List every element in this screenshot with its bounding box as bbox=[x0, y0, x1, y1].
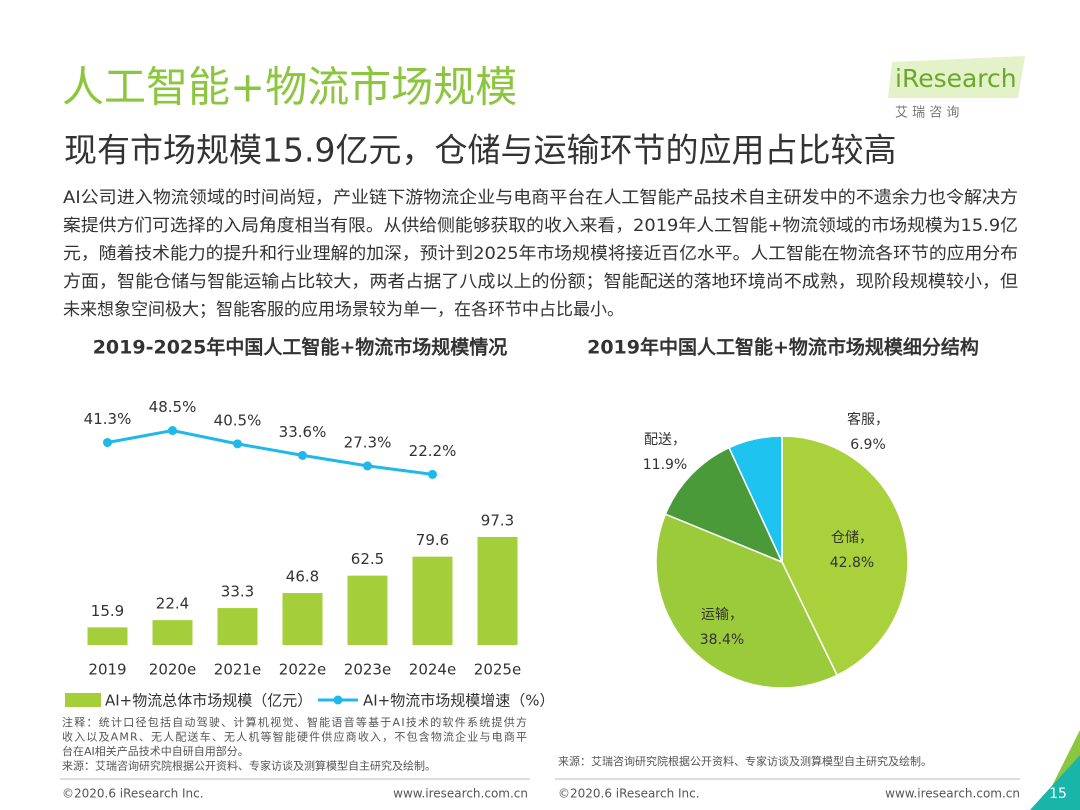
line-point bbox=[428, 469, 437, 479]
value-label: 41.3% bbox=[84, 410, 132, 428]
chart-title: 2019年中国人工智能+物流市场规模细分结构 bbox=[587, 336, 979, 359]
line-point bbox=[233, 439, 242, 449]
x-tick-label: 2025e bbox=[474, 661, 521, 679]
note: 台在AI相关产品技术中自研自用部分。 bbox=[62, 744, 249, 758]
bar bbox=[477, 536, 518, 645]
page-number: 15 bbox=[1049, 786, 1067, 802]
body-text: AI公司进入物流领域的时间尚短，产业链下游物流企业与电商平台在人工智能产品技术自… bbox=[63, 188, 1018, 208]
line-point bbox=[298, 450, 307, 460]
slice-label: 客服， bbox=[847, 411, 889, 428]
x-tick-label: 2022e bbox=[279, 661, 326, 679]
slice-label: 配送， bbox=[644, 432, 686, 448]
value-label: 33.6% bbox=[279, 423, 327, 441]
chart-title: 2019-2025年中国人工智能+物流市场规模情况 bbox=[93, 336, 508, 359]
x-tick-label: 2019 bbox=[88, 661, 126, 679]
value-label: 97.3 bbox=[481, 511, 514, 529]
bar bbox=[412, 556, 453, 645]
line bbox=[107, 428, 433, 476]
value-label: 15.9 bbox=[91, 602, 124, 620]
bar bbox=[152, 620, 193, 645]
x-tick-label: 2021e bbox=[214, 661, 261, 679]
legend-label: AI+物流总体市场规模（亿元） bbox=[105, 692, 312, 710]
line-point bbox=[363, 461, 372, 471]
bar bbox=[217, 608, 258, 645]
value-label: 27.3% bbox=[344, 433, 392, 451]
value-label: 40.5% bbox=[214, 411, 262, 429]
line-point bbox=[168, 426, 177, 436]
legend-swatch bbox=[333, 695, 343, 705]
body-text: 元，随着技术能力的提升和行业理解的加深，预计到2025年市场规模将接近百亿水平。… bbox=[63, 244, 1018, 264]
pie-slice bbox=[664, 446, 784, 564]
logo-banner bbox=[888, 56, 1025, 98]
slice-value: 42.8% bbox=[830, 555, 874, 571]
url: www.iresearch.com.cn bbox=[393, 787, 528, 801]
body-text: 案提供方们可选择的入局角度相当有限。从供给侧能够获取的收入来看，2019年人工智… bbox=[63, 216, 1018, 236]
value-label: 62.5 bbox=[351, 550, 384, 568]
note: 来源：艾瑞咨询研究院根据公开资料、专家访谈及测算模型自主研究及绘制。 bbox=[62, 759, 436, 773]
legend-swatch bbox=[65, 693, 101, 707]
pie-slice bbox=[655, 513, 839, 689]
body-text: 方面，智能仓储与智能运输占比较大，两者占据了八成以上的份额；智能配送的落地环境尚… bbox=[63, 271, 1018, 292]
logo-sub: 艾 瑞 咨 询 bbox=[895, 106, 959, 121]
bar bbox=[347, 575, 388, 645]
value-label: 48.5% bbox=[149, 398, 197, 416]
slice-value: 38.4% bbox=[700, 632, 744, 648]
slide-title: 人工智能+物流市场规模 bbox=[62, 63, 517, 112]
body-text: 未来想象空间极大；智能客服的应用场景较为单一，在各环节中占比最小。 bbox=[63, 300, 624, 320]
x-tick-label: 2023e bbox=[344, 661, 391, 679]
corner-deco bbox=[1030, 755, 1080, 810]
note: 收入以及AMR、无人配送车、无人机等智能硬件供应商收入，不包含物流企业与电商平 bbox=[62, 730, 527, 744]
url: www.iresearch.com.cn bbox=[885, 787, 1020, 801]
pie-slice bbox=[728, 435, 783, 563]
bar bbox=[87, 627, 128, 645]
slice-label: 运输， bbox=[701, 607, 743, 623]
bar bbox=[282, 593, 323, 645]
value-label: 22.2% bbox=[409, 442, 457, 460]
line-point bbox=[103, 438, 112, 448]
logo: iResearch bbox=[895, 64, 1017, 93]
value-label: 22.4 bbox=[156, 595, 189, 613]
value-label: 46.8 bbox=[286, 568, 319, 586]
value-label: 79.6 bbox=[416, 531, 449, 549]
slice-value: 6.9% bbox=[850, 437, 886, 453]
note: 注释：统计口径包括自动驾驶、计算机视觉、智能语音等基于AI技术的软件系统提供方 bbox=[62, 715, 527, 729]
legend-label: AI+物流市场规模增速（%） bbox=[363, 692, 555, 710]
value-label: 33.3 bbox=[221, 583, 254, 601]
slice-value: 11.9% bbox=[643, 457, 687, 473]
x-tick-label: 2024e bbox=[409, 661, 456, 679]
pie-slice bbox=[781, 435, 909, 677]
slide-subtitle: 现有市场规模15.9亿元，仓储与运输环节的应用占比较高 bbox=[64, 131, 896, 170]
slice-label: 仓储， bbox=[831, 530, 873, 546]
x-tick-label: 2020e bbox=[149, 661, 196, 679]
copyright: ©2020.6 iResearch Inc. bbox=[62, 787, 204, 801]
source: 来源：艾瑞咨询研究院根据公开资料、专家访谈及测算模型自主研究及绘制。 bbox=[558, 754, 932, 768]
copyright: ©2020.6 iResearch Inc. bbox=[558, 787, 700, 801]
